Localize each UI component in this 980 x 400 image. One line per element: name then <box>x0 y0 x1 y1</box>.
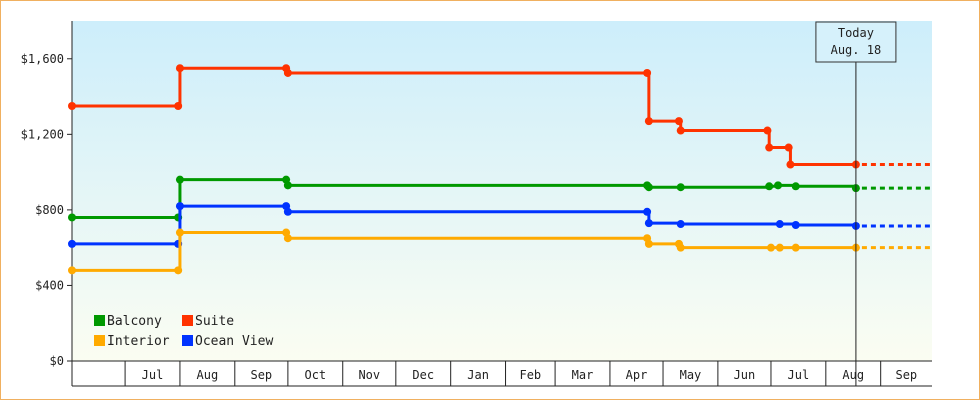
x-tick-label: Jul <box>788 368 810 382</box>
x-tick-label: Aug <box>842 368 864 382</box>
data-point <box>765 182 774 191</box>
legend: Balcony Suite Interior Ocean View <box>94 314 273 349</box>
data-point <box>774 181 783 190</box>
x-tick-label: Mar <box>572 368 594 382</box>
data-point <box>644 219 653 228</box>
data-point <box>775 220 784 229</box>
data-point <box>283 181 292 190</box>
x-tick-label: Sep <box>895 368 917 382</box>
y-axis: $0 $400 $800 $1,200 $1,600 <box>21 21 73 386</box>
data-point <box>791 243 800 252</box>
data-point <box>766 243 775 252</box>
legend-label: Suite <box>195 314 234 329</box>
x-tick-label: Jul <box>142 368 164 382</box>
legend-swatch <box>182 335 193 346</box>
data-point <box>784 143 793 152</box>
data-point <box>68 102 76 110</box>
data-point <box>283 207 292 216</box>
data-point <box>174 102 183 110</box>
data-point <box>68 239 76 248</box>
x-tick-label: Jun <box>734 368 756 382</box>
today-box <box>815 21 897 63</box>
data-point <box>791 182 800 191</box>
y-tick-label: $400 <box>35 278 64 292</box>
x-tick-label: May <box>680 368 702 382</box>
data-point <box>644 183 653 192</box>
data-point <box>175 64 184 73</box>
data-point <box>676 126 685 135</box>
legend-label: Ocean View <box>195 334 273 349</box>
series-interior <box>68 228 932 275</box>
legend-swatch <box>94 335 105 346</box>
x-tick-label: Feb <box>519 368 541 382</box>
series-layer <box>68 64 932 275</box>
legend-label: Interior <box>107 334 170 349</box>
x-tick-label: Apr <box>626 368 648 382</box>
x-tick-label: Dec <box>412 368 434 382</box>
data-point <box>175 228 184 237</box>
x-tick-label: Nov <box>358 368 380 382</box>
data-point <box>763 126 772 135</box>
x-tick-label: Oct <box>304 368 326 382</box>
data-point <box>786 160 795 169</box>
legend-swatch <box>182 315 193 326</box>
data-point <box>175 202 184 211</box>
data-point <box>283 68 292 77</box>
today-date-label: Aug. 18 <box>831 43 882 57</box>
today-label: Today <box>838 26 874 40</box>
y-tick-label: $1,200 <box>21 127 64 141</box>
data-point <box>68 266 76 275</box>
data-point <box>283 234 292 243</box>
data-point <box>791 221 800 229</box>
y-tick-label: $1,600 <box>21 52 64 66</box>
y-tick-label: $0 <box>50 354 64 368</box>
data-point <box>674 117 683 126</box>
x-tick-label: Aug <box>197 368 219 382</box>
x-tick-label: Sep <box>250 368 272 382</box>
data-point <box>765 143 774 152</box>
data-point <box>175 175 184 184</box>
series-balcony <box>68 175 932 222</box>
plot-background <box>72 21 932 361</box>
data-point <box>643 207 652 216</box>
data-point <box>676 243 685 252</box>
data-point <box>644 117 653 126</box>
data-point <box>643 68 652 77</box>
y-tick-label: $800 <box>35 203 64 217</box>
data-point <box>775 243 784 252</box>
data-point <box>174 266 183 275</box>
series-suite <box>68 64 932 169</box>
legend-swatch <box>94 315 105 326</box>
x-axis: Jul Aug Sep Oct Nov Dec Jan Feb Mar Apr May Jun Jul A… <box>72 360 932 387</box>
x-tick-label: Jan <box>467 368 489 382</box>
today-marker: Today Aug. 18 <box>815 21 897 386</box>
data-point <box>676 220 685 229</box>
data-point <box>68 213 76 222</box>
data-point <box>676 183 685 192</box>
legend-label: Balcony <box>107 314 162 329</box>
data-point <box>644 239 653 248</box>
